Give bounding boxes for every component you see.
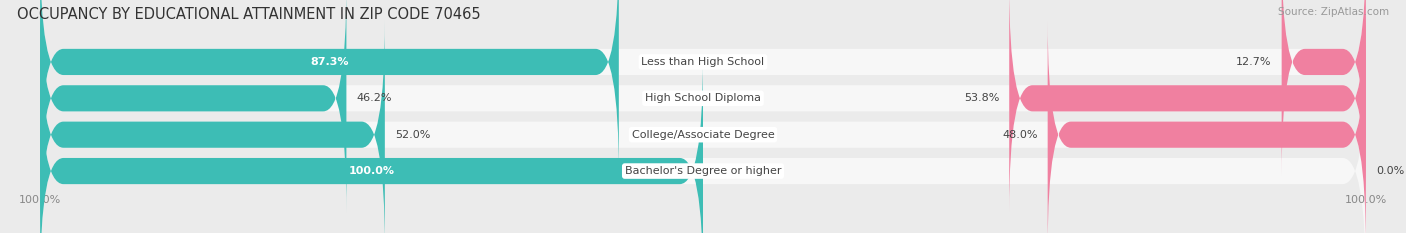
Text: 52.0%: 52.0% — [395, 130, 430, 140]
FancyBboxPatch shape — [41, 0, 346, 212]
Text: 12.7%: 12.7% — [1236, 57, 1271, 67]
Text: 53.8%: 53.8% — [965, 93, 1000, 103]
Text: OCCUPANCY BY EDUCATIONAL ATTAINMENT IN ZIP CODE 70465: OCCUPANCY BY EDUCATIONAL ATTAINMENT IN Z… — [17, 7, 481, 22]
FancyBboxPatch shape — [1047, 21, 1365, 233]
FancyBboxPatch shape — [41, 0, 1365, 212]
Text: 100.0%: 100.0% — [349, 166, 395, 176]
Text: College/Associate Degree: College/Associate Degree — [631, 130, 775, 140]
FancyBboxPatch shape — [41, 21, 1365, 233]
FancyBboxPatch shape — [41, 57, 703, 233]
Text: 87.3%: 87.3% — [311, 57, 349, 67]
FancyBboxPatch shape — [41, 57, 1365, 233]
FancyBboxPatch shape — [1282, 0, 1365, 176]
Text: 0.0%: 0.0% — [1376, 166, 1405, 176]
FancyBboxPatch shape — [1010, 0, 1365, 212]
FancyBboxPatch shape — [41, 0, 1365, 176]
Text: Less than High School: Less than High School — [641, 57, 765, 67]
Text: Bachelor's Degree or higher: Bachelor's Degree or higher — [624, 166, 782, 176]
Text: Source: ZipAtlas.com: Source: ZipAtlas.com — [1278, 7, 1389, 17]
Text: 48.0%: 48.0% — [1002, 130, 1038, 140]
Text: High School Diploma: High School Diploma — [645, 93, 761, 103]
FancyBboxPatch shape — [41, 0, 619, 176]
FancyBboxPatch shape — [41, 21, 385, 233]
Text: 46.2%: 46.2% — [356, 93, 392, 103]
